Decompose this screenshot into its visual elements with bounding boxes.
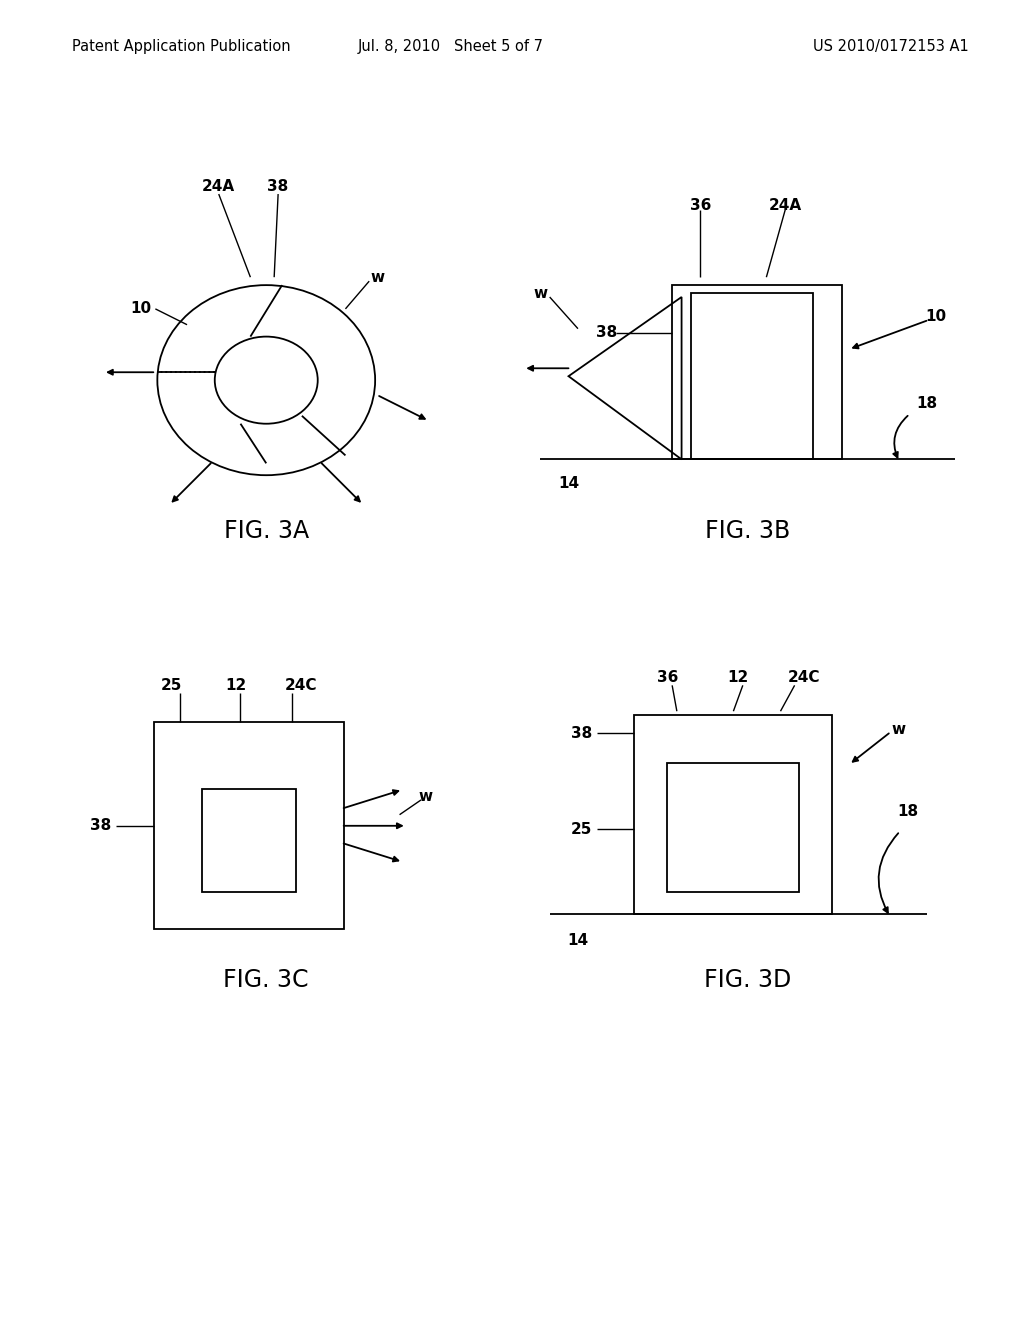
- Text: 24A: 24A: [202, 178, 236, 194]
- Text: 24C: 24C: [787, 671, 820, 685]
- Text: w: w: [891, 722, 905, 737]
- Bar: [635, 715, 833, 915]
- Bar: [691, 293, 813, 459]
- Bar: [155, 722, 344, 929]
- Text: 10: 10: [926, 309, 946, 325]
- Text: 38: 38: [596, 325, 616, 341]
- Text: w: w: [419, 789, 432, 804]
- Text: FIG. 3D: FIG. 3D: [703, 968, 792, 993]
- Text: 38: 38: [267, 178, 289, 194]
- Text: 24A: 24A: [769, 198, 802, 214]
- Text: FIG. 3B: FIG. 3B: [705, 519, 791, 543]
- Text: 12: 12: [225, 678, 247, 693]
- Text: 14: 14: [558, 475, 580, 491]
- Text: 25: 25: [570, 822, 592, 837]
- Bar: [672, 285, 842, 459]
- Text: US 2010/0172153 A1: US 2010/0172153 A1: [813, 38, 969, 54]
- Text: FIG. 3A: FIG. 3A: [223, 519, 309, 543]
- Text: 25: 25: [161, 678, 182, 693]
- Text: 38: 38: [90, 818, 112, 833]
- Text: w: w: [370, 269, 384, 285]
- Text: 18: 18: [897, 804, 919, 818]
- Bar: [202, 789, 296, 892]
- Text: FIG. 3C: FIG. 3C: [223, 968, 309, 993]
- Text: 24C: 24C: [285, 678, 316, 693]
- Text: Patent Application Publication: Patent Application Publication: [72, 38, 291, 54]
- Text: 38: 38: [570, 726, 592, 741]
- Text: Jul. 8, 2010   Sheet 5 of 7: Jul. 8, 2010 Sheet 5 of 7: [357, 38, 544, 54]
- Text: 36: 36: [690, 198, 711, 214]
- Text: 10: 10: [130, 301, 152, 317]
- Text: 18: 18: [915, 396, 937, 412]
- Text: 12: 12: [727, 671, 749, 685]
- Bar: [668, 763, 800, 892]
- Text: 36: 36: [656, 671, 678, 685]
- Text: 14: 14: [567, 933, 589, 948]
- Text: w: w: [534, 285, 547, 301]
